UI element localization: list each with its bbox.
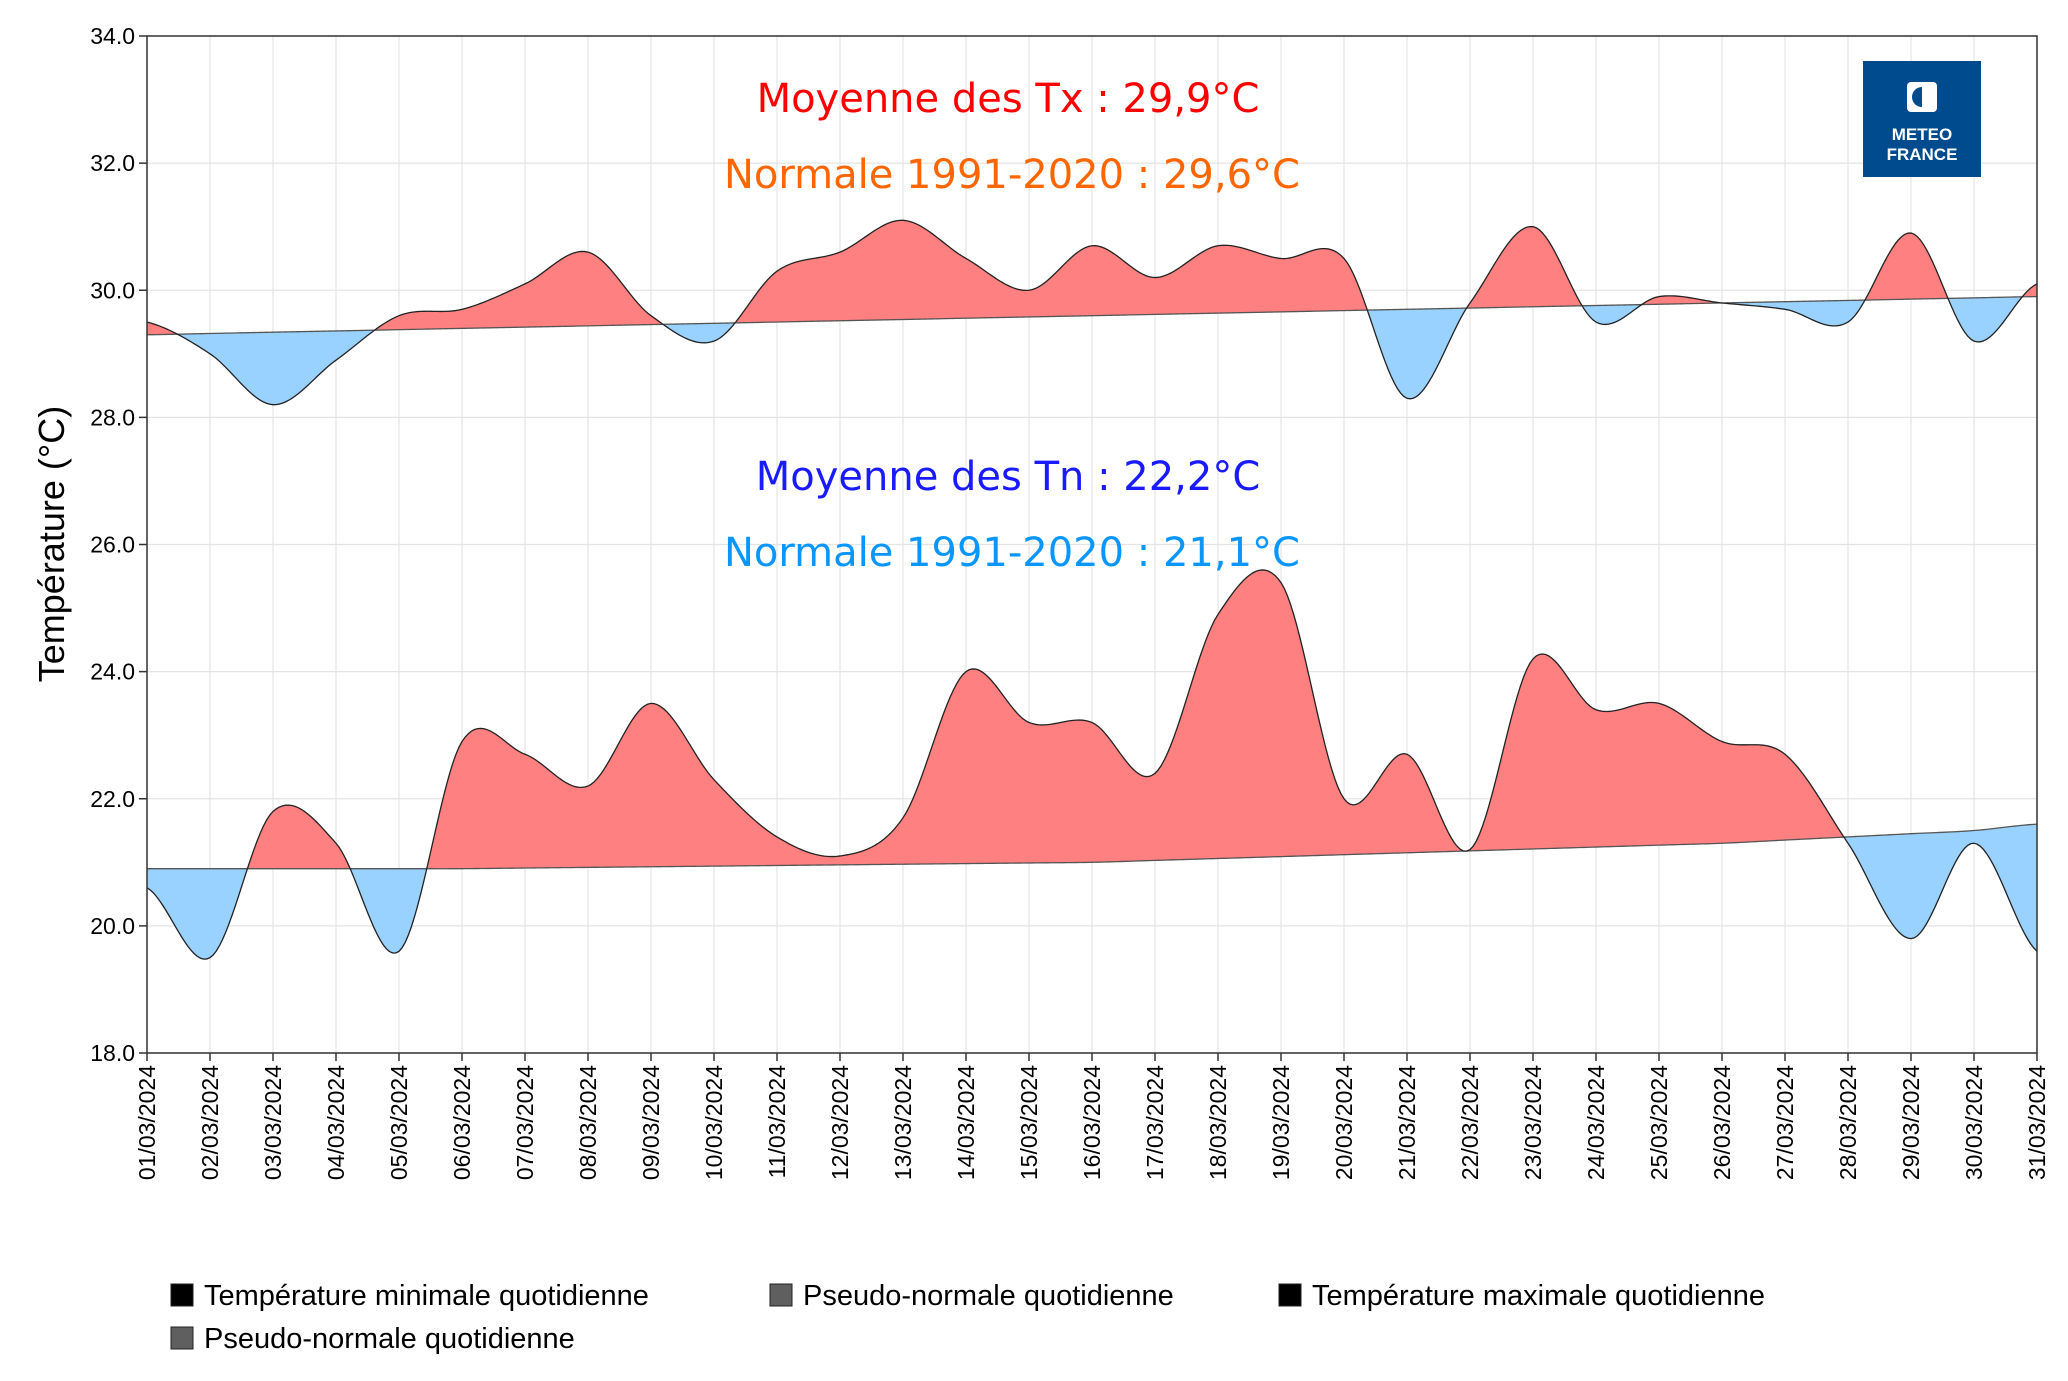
x-tick-label: 16/03/2024 — [1079, 1065, 1105, 1180]
meteo-france-logo: METEO FRANCE — [1863, 61, 1981, 177]
tn-normal-line — [147, 823, 2038, 870]
legend-item: Température maximale quotidienne — [1278, 1280, 1765, 1312]
y-tick-label: 26.0 — [90, 532, 135, 558]
x-tick-label: 10/03/2024 — [701, 1065, 727, 1180]
legend-label: Température minimale quotidienne — [204, 1280, 649, 1312]
legend-item: Pseudo-normale quotidienne — [769, 1280, 1174, 1312]
x-tick-label: 22/03/2024 — [1457, 1065, 1483, 1180]
x-tick-label: 29/03/2024 — [1898, 1065, 1924, 1180]
x-tick-label: 19/03/2024 — [1268, 1065, 1294, 1180]
legend-swatch — [769, 1283, 793, 1307]
x-tick-label: 30/03/2024 — [1961, 1065, 1987, 1180]
y-tick-label: 24.0 — [90, 659, 135, 685]
x-tick-label: 24/03/2024 — [1583, 1065, 1609, 1180]
y-tick-label: 34.0 — [90, 23, 135, 49]
x-tick-label: 12/03/2024 — [827, 1065, 853, 1180]
x-tick-label: 08/03/2024 — [575, 1065, 601, 1180]
x-tick-label: 11/03/2024 — [764, 1065, 790, 1179]
x-tick-label: 20/03/2024 — [1331, 1065, 1357, 1180]
x-tick-label: 06/03/2024 — [449, 1065, 475, 1180]
x-tick-label: 01/03/2024 — [134, 1065, 160, 1180]
legend-swatch — [1278, 1283, 1302, 1307]
tn-normal-annotation: Normale 1991-2020 : 21,1°C — [724, 530, 1300, 576]
series-lines — [146, 219, 2038, 960]
legend-item: Pseudo-normale quotidienne — [170, 1323, 575, 1355]
x-tick-label: 07/03/2024 — [512, 1065, 538, 1180]
tx-line — [146, 219, 2038, 406]
x-tick-label: 26/03/2024 — [1709, 1065, 1735, 1180]
x-tick-label: 13/03/2024 — [890, 1065, 916, 1180]
legend-label: Température maximale quotidienne — [1312, 1280, 1765, 1312]
tx-normal-annotation: Normale 1991-2020 : 29,6°C — [724, 152, 1300, 198]
y-axis: 18.0 20.0 22.0 24.0 26.0 28.0 30.0 32.0 34.0 — [90, 23, 147, 1066]
legend-swatch — [170, 1326, 194, 1350]
tx-mean-annotation: Moyenne des Tx : 29,9°C — [757, 76, 1260, 122]
x-tick-label: 04/03/2024 — [323, 1065, 349, 1180]
x-tick-label: 27/03/2024 — [1772, 1065, 1798, 1180]
svg-text:METEO: METEO — [1892, 125, 1952, 144]
x-tick-label: 18/03/2024 — [1205, 1065, 1231, 1180]
x-tick-label: 23/03/2024 — [1520, 1065, 1546, 1180]
x-tick-label: 31/03/2024 — [2024, 1065, 2050, 1180]
y-tick-label: 32.0 — [90, 150, 135, 176]
x-tick-label: 09/03/2024 — [638, 1065, 664, 1180]
y-tick-label: 20.0 — [90, 913, 135, 939]
tn-mean-annotation: Moyenne des Tn : 22,2°C — [756, 454, 1261, 500]
svg-text:FRANCE: FRANCE — [1887, 145, 1958, 164]
tn-line — [146, 569, 2038, 960]
x-axis: 01/03/2024 02/03/2024 03/03/2024 04/03/2024… — [134, 1053, 2050, 1180]
x-tick-label: 21/03/2024 — [1394, 1065, 1420, 1180]
x-tick-label: 28/03/2024 — [1835, 1065, 1861, 1180]
x-tick-label: 14/03/2024 — [953, 1065, 979, 1180]
y-tick-label: 18.0 — [90, 1040, 135, 1066]
x-tick-label: 25/03/2024 — [1646, 1065, 1672, 1180]
legend-label: Pseudo-normale quotidienne — [803, 1280, 1174, 1312]
y-axis-label: Température (°C) — [31, 406, 72, 682]
x-tick-label: 17/03/2024 — [1142, 1065, 1168, 1180]
anomaly-fills — [147, 220, 2037, 960]
x-tick-label: 15/03/2024 — [1016, 1065, 1042, 1180]
tn-above-normal-fill — [147, 569, 2037, 869]
y-tick-label: 22.0 — [90, 786, 135, 812]
x-tick-label: 03/03/2024 — [260, 1065, 286, 1180]
legend-item: Température minimale quotidienne — [170, 1280, 649, 1312]
x-tick-label: 05/03/2024 — [386, 1065, 412, 1180]
legend-swatch — [170, 1283, 194, 1307]
x-tick-label: 02/03/2024 — [197, 1065, 223, 1180]
legend-label: Pseudo-normale quotidienne — [204, 1323, 575, 1355]
y-tick-label: 30.0 — [90, 277, 135, 303]
tx-above-normal-fill — [147, 220, 2037, 335]
legend: Température minimale quotidienne Pseudo-n… — [170, 1280, 1765, 1355]
y-tick-label: 28.0 — [90, 404, 135, 430]
